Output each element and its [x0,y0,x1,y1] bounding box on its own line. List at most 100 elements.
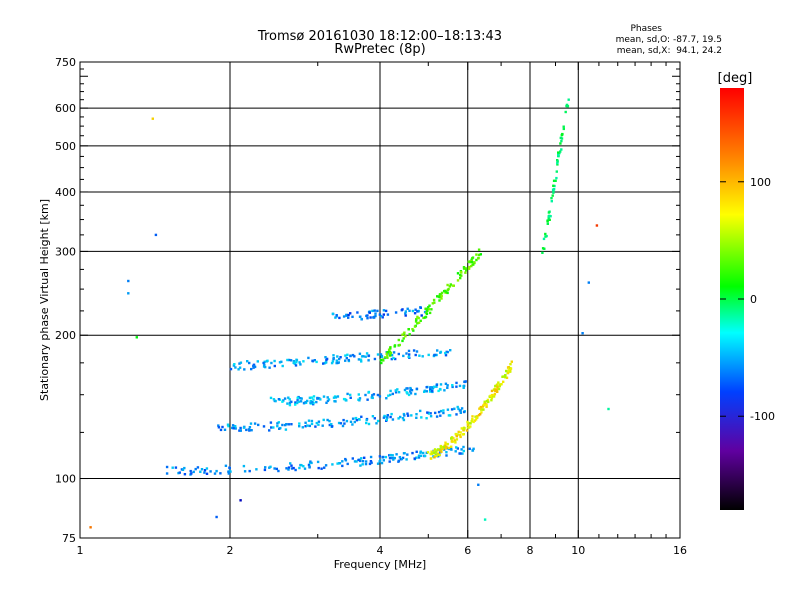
data-point [326,396,329,399]
data-point [557,153,560,157]
stats-heading: Phases [630,24,662,34]
data-point [308,396,312,399]
data-point [431,302,434,305]
data-point [325,358,328,362]
data-point [310,419,314,423]
data-point [402,412,406,416]
data-point [429,415,433,418]
data-point [417,309,420,313]
data-point [425,390,428,393]
data-point [465,429,469,432]
data-point [409,392,413,395]
data-point [392,456,395,460]
data-point [287,466,291,469]
data-point [296,396,299,400]
data-point [415,456,418,459]
data-point [394,357,397,361]
data-point [467,267,471,270]
data-point [376,462,380,465]
data-point [217,424,220,427]
data-point [411,328,414,331]
data-point [312,395,316,398]
data-point [453,407,456,410]
data-point [353,460,357,463]
data-point [369,460,373,463]
data-point [344,359,347,362]
data-point [358,352,362,355]
data-point [227,470,230,473]
data-point [509,370,512,373]
data-point [459,276,462,280]
data-point [504,374,507,377]
data-point [470,258,473,261]
data-point [462,449,465,453]
data-point [285,467,288,470]
data-point [470,264,473,268]
data-point [332,357,335,360]
data-point [213,472,217,475]
data-point [423,454,427,458]
x-axis-label: Frequency [MHz] [334,558,426,571]
data-point [385,397,388,400]
data-point [310,461,313,465]
data-point [268,366,271,369]
data-point [373,417,376,420]
y-tick-label: 75 [62,532,76,545]
data-point [426,451,430,454]
data-point [245,428,248,432]
data-point [376,419,380,423]
data-point [467,260,470,263]
data-point [366,317,369,320]
data-point [420,314,423,317]
data-point [380,461,384,465]
data-point [408,309,411,312]
data-point [490,396,494,400]
data-point [384,356,387,359]
y-tick-label: 200 [55,329,76,342]
data-point [196,466,200,469]
data-point [417,316,420,320]
data-point [433,451,436,454]
data-point [417,454,421,457]
data-point [360,360,363,363]
data-point [504,376,507,379]
data-point [414,320,418,323]
data-point [439,351,442,354]
data-point [430,386,433,389]
data-point [416,315,419,319]
data-point [336,462,339,465]
data-point [440,450,443,453]
data-point [310,396,313,399]
data-point [286,402,289,405]
data-point [364,460,368,463]
data-point [442,445,446,449]
data-point [541,247,545,250]
y-axis-ticks: 75 100 200 300 400 500 600 750 [55,56,680,545]
data-point [455,446,458,449]
data-point [135,336,138,339]
data-point [444,443,448,446]
data-point [337,361,340,364]
data-point [298,422,301,425]
data-point [357,458,360,462]
data-point [560,148,563,151]
data-point [325,361,328,364]
data-point [344,354,347,357]
data-point [429,388,432,391]
data-point [439,383,443,386]
data-point [379,314,383,318]
data-point [477,256,480,260]
data-point [165,465,169,469]
data-point [165,472,169,475]
data-point [460,271,463,274]
data-point [552,191,555,194]
data-point [345,419,349,423]
data-point [219,428,223,432]
data-point [444,382,448,385]
data-point [346,353,349,356]
data-point [391,456,394,460]
data-point [287,423,290,426]
data-point [344,457,347,461]
data-point [270,426,273,429]
data-point [402,337,405,340]
